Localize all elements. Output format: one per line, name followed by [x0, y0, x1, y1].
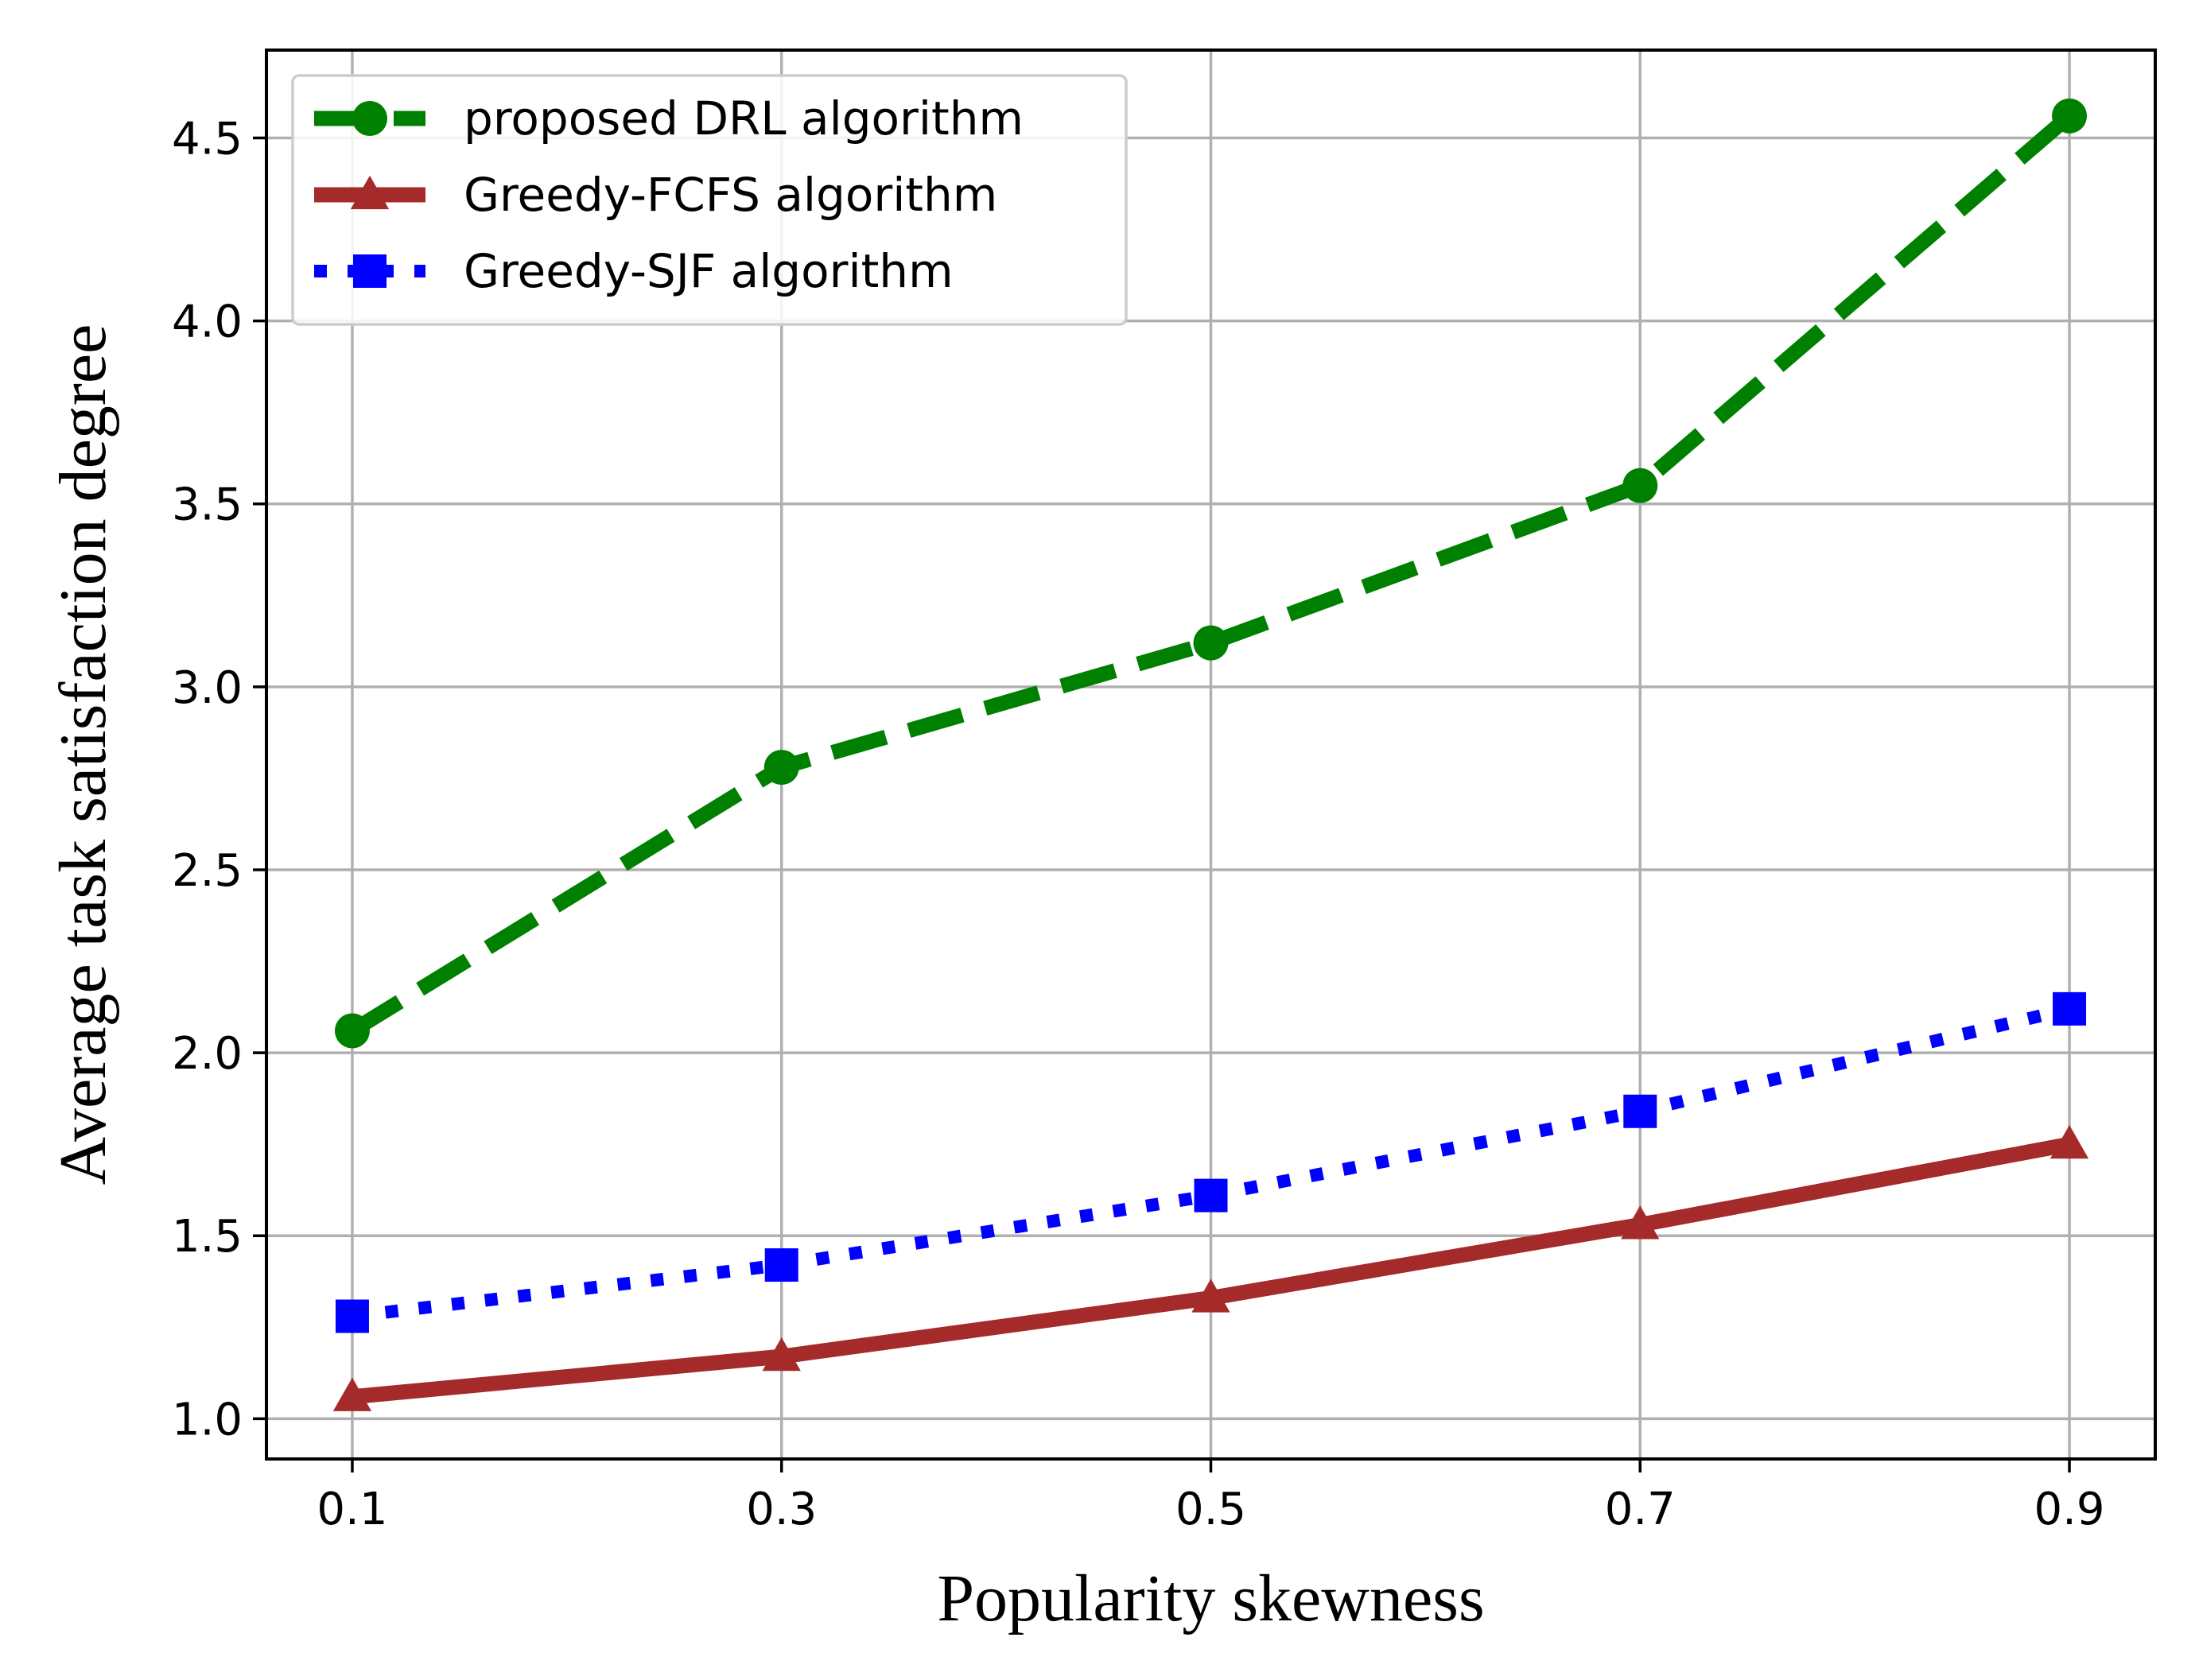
data-point	[764, 1248, 798, 1282]
legend-item: proposed DRL algorithm	[314, 91, 1024, 145]
data-point	[2053, 991, 2087, 1026]
data-point	[1191, 1278, 1230, 1313]
data-point	[2049, 1125, 2089, 1159]
data-point	[334, 1013, 370, 1049]
y-tick-label: 3.0	[172, 662, 243, 714]
data-point	[1623, 1094, 1657, 1128]
y-tick-label: 3.5	[172, 479, 243, 531]
x-tick-label: 0.9	[2034, 1484, 2105, 1535]
axis-ticks: 0.1 0.3 0.5 0.7 0.9 1.0 1.5 2.0 2.5 3.0 3.5 4.0 4.5	[172, 113, 2105, 1535]
y-tick-label: 2.0	[172, 1028, 243, 1080]
legend-marker	[352, 101, 387, 136]
legend-marker	[350, 175, 390, 210]
y-tick-label: 2.5	[172, 845, 243, 897]
legend-item: Greedy-SJF algorithm	[314, 244, 954, 298]
y-tick-label: 4.0	[172, 297, 243, 348]
legend-item: Greedy-FCFS algorithm	[314, 168, 997, 222]
y-tick-label: 1.0	[172, 1394, 243, 1445]
legend-label: Greedy-FCFS algorithm	[464, 168, 997, 222]
legend-label: Greedy-SJF algorithm	[464, 244, 954, 298]
series-layer	[332, 98, 2089, 1411]
legend-label: proposed DRL algorithm	[464, 91, 1024, 145]
x-axis-title: Popularity skewness	[937, 1562, 1484, 1635]
y-axis-title: Average task satisfaction degree	[46, 324, 120, 1185]
x-tick-label: 0.5	[1175, 1484, 1246, 1535]
legend: proposed DRL algorithm Greedy-FCFS algori…	[291, 74, 1128, 326]
legend-marker	[353, 254, 387, 288]
y-tick-label: 1.5	[172, 1211, 243, 1263]
series-3	[335, 991, 2087, 1333]
series-2	[332, 1125, 2089, 1411]
data-point	[332, 1377, 372, 1411]
series-1	[334, 98, 2088, 1049]
series-line	[348, 110, 2075, 1038]
x-tick-label: 0.7	[1605, 1484, 1676, 1535]
data-point	[1622, 468, 1658, 503]
data-point	[1193, 625, 1229, 661]
y-tick-label: 4.5	[172, 113, 243, 165]
data-point	[1194, 1178, 1228, 1212]
data-point	[763, 750, 799, 786]
legend-box	[291, 74, 1128, 326]
data-point	[1621, 1205, 1660, 1240]
x-tick-label: 0.1	[317, 1484, 387, 1535]
data-point	[762, 1337, 801, 1372]
data-point	[335, 1299, 369, 1333]
x-tick-label: 0.3	[746, 1484, 817, 1535]
data-point	[2052, 98, 2088, 134]
